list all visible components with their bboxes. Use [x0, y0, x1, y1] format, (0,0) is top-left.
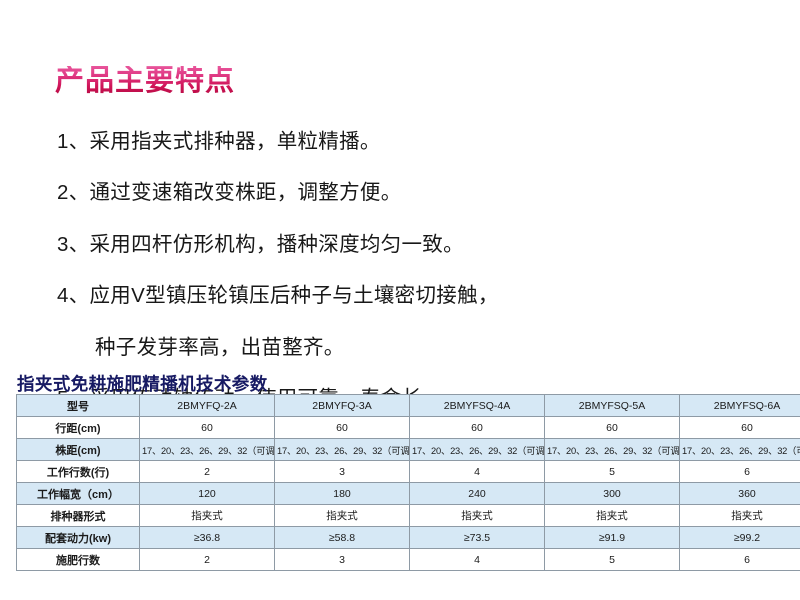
table-row: 排种器形式 指夹式 指夹式 指夹式 指夹式 指夹式: [16, 504, 800, 527]
spec-cell: 2: [139, 548, 275, 571]
spec-cell: 指夹式: [679, 504, 800, 527]
spec-cell: 17、20、23、26、29、32（可调）: [139, 438, 275, 461]
table-row: 株距(cm) 17、20、23、26、29、32（可调） 17、20、23、26、2…: [16, 438, 800, 461]
table-row: 工作行数(行) 2 3 4 5 6: [16, 460, 800, 483]
feature-item: 3、采用四杆仿形机构，播种深度均匀一致。: [57, 232, 464, 256]
spec-cell: 2BMYFQ-3A: [274, 394, 410, 417]
spec-cell: 4: [409, 548, 545, 571]
spec-table-body: 型号 2BMYFQ-2A 2BMYFQ-3A 2BMYFSQ-4A 2BMYFSQ-5A…: [16, 394, 800, 571]
spec-cell: 6: [679, 460, 800, 483]
spec-cell: 指夹式: [274, 504, 410, 527]
spec-cell: 180: [274, 482, 410, 505]
spec-cell: 5: [544, 548, 680, 571]
page-title: 产品主要特点: [55, 65, 236, 98]
spec-cell: 17、20、23、26、29、32（可调）: [679, 438, 800, 461]
spec-cell: 3: [274, 548, 410, 571]
spec-cell: 60: [409, 416, 545, 439]
spec-cell: 2BMYFQ-2A: [139, 394, 275, 417]
spec-cell: 120: [139, 482, 275, 505]
spec-row-label: 配套动力(kw): [16, 526, 140, 549]
spec-table-container: 型号 2BMYFQ-2A 2BMYFQ-3A 2BMYFSQ-4A 2BMYFSQ-5A…: [16, 394, 800, 571]
table-row: 型号 2BMYFQ-2A 2BMYFQ-3A 2BMYFSQ-4A 2BMYFSQ-5A…: [16, 394, 800, 417]
spec-row-label: 型号: [16, 394, 140, 417]
spec-cell: 5: [544, 460, 680, 483]
spec-cell: 3: [274, 460, 410, 483]
spec-cell: ≥91.9: [544, 526, 680, 549]
feature-item: 4、应用V型镇压轮镇压后种子与土壤密切接触，: [57, 284, 499, 307]
spec-cell: 17、20、23、26、29、32（可调）: [409, 438, 545, 461]
table-row: 行距(cm) 60 60 60 60 60: [16, 416, 800, 439]
spec-cell: 360: [679, 482, 800, 505]
spec-cell: 6: [679, 548, 800, 571]
spec-cell: 300: [544, 482, 680, 505]
spec-cell: 17、20、23、26、29、32（可调）: [274, 438, 410, 461]
spec-row-label: 施肥行数: [16, 548, 140, 571]
spec-cell: 2BMYFSQ-6A: [679, 394, 800, 417]
table-row: 工作幅宽（cm） 120 180 240 300 360: [16, 482, 800, 505]
spec-cell: 60: [274, 416, 410, 439]
spec-row-label: 行距(cm): [16, 416, 140, 439]
spec-cell: 2: [139, 460, 275, 483]
feature-item: 1、采用指夹式排种器，单粒精播。: [57, 129, 381, 153]
spec-cell: ≥58.8: [274, 526, 410, 549]
spec-cell: ≥36.8: [139, 526, 275, 549]
spec-cell: 17、20、23、26、29、32（可调）: [544, 438, 680, 461]
table-row: 配套动力(kw) ≥36.8 ≥58.8 ≥73.5 ≥91.9 ≥99.2: [16, 526, 800, 549]
spec-cell: ≥99.2: [679, 526, 800, 549]
feature-item: 种子发芽率高，出苗整齐。: [95, 335, 345, 359]
spec-cell: 60: [139, 416, 275, 439]
feature-item: 2、通过变速箱改变株距，调整方便。: [57, 181, 402, 204]
spec-table: 型号 2BMYFQ-2A 2BMYFQ-3A 2BMYFSQ-4A 2BMYFSQ-5A…: [16, 394, 800, 571]
spec-cell: 指夹式: [544, 504, 680, 527]
spec-cell: 指夹式: [139, 504, 275, 527]
spec-cell: 60: [679, 416, 800, 439]
spec-cell: 2BMYFSQ-5A: [544, 394, 680, 417]
spec-cell: 指夹式: [409, 504, 545, 527]
spec-cell: 60: [544, 416, 680, 439]
table-row: 施肥行数 2 3 4 5 6: [16, 548, 800, 571]
spec-cell: ≥73.5: [409, 526, 545, 549]
spec-row-label: 工作幅宽（cm）: [16, 482, 140, 505]
spec-row-label: 工作行数(行): [16, 460, 140, 483]
spec-row-label: 株距(cm): [16, 438, 140, 461]
spec-section-heading: 指夹式免耕施肥精播机技术参数: [17, 373, 268, 394]
spec-row-label: 排种器形式: [16, 504, 140, 527]
spec-cell: 240: [409, 482, 545, 505]
spec-cell: 4: [409, 460, 545, 483]
spec-cell: 2BMYFSQ-4A: [409, 394, 545, 417]
